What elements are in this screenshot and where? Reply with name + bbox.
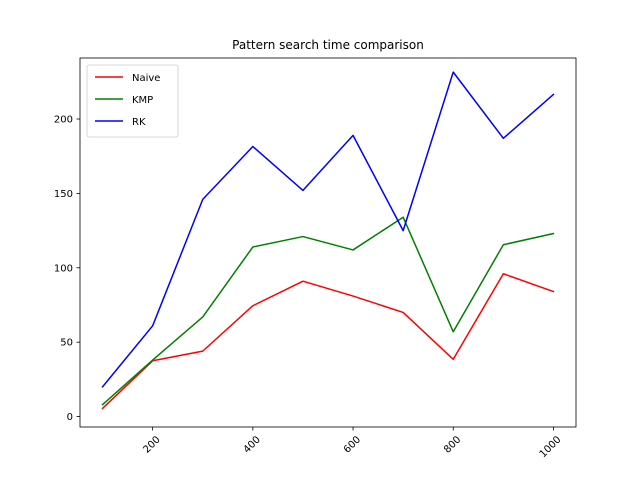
y-tick-label: 100 bbox=[54, 263, 73, 274]
y-tick-label: 0 bbox=[67, 412, 73, 423]
legend-label-naive: Naive bbox=[132, 73, 160, 84]
legend: Naive KMP RK bbox=[87, 65, 178, 137]
y-tick-label: 50 bbox=[60, 338, 73, 349]
y-tick-label: 200 bbox=[54, 115, 73, 126]
legend-label-kmp: KMP bbox=[132, 95, 153, 106]
y-tick-label: 150 bbox=[54, 189, 73, 200]
legend-label-rk: RK bbox=[132, 117, 146, 128]
chart-title: Pattern search time comparison bbox=[232, 38, 424, 52]
